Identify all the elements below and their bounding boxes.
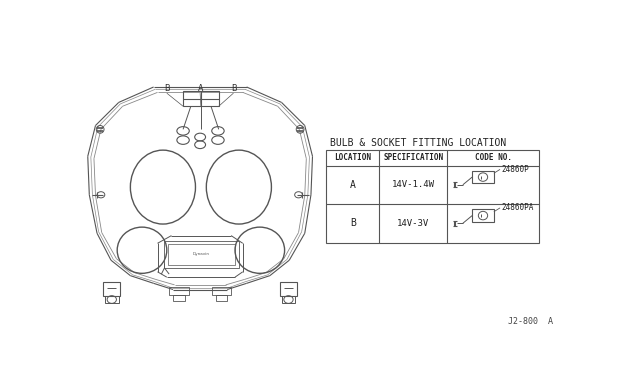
Bar xyxy=(212,287,231,295)
Text: A: A xyxy=(350,180,356,190)
Bar xyxy=(169,287,189,295)
Bar xyxy=(282,296,296,303)
Text: B: B xyxy=(231,84,236,93)
Bar xyxy=(472,209,494,222)
Bar xyxy=(173,295,184,301)
Bar xyxy=(472,171,494,183)
Text: 14V-3V: 14V-3V xyxy=(397,219,429,228)
Text: 14V-1.4W: 14V-1.4W xyxy=(392,180,435,189)
Bar xyxy=(103,282,120,296)
Text: A: A xyxy=(197,84,203,93)
Text: BULB & SOCKET FITTING LOCATION: BULB & SOCKET FITTING LOCATION xyxy=(330,138,506,148)
Text: B: B xyxy=(350,218,356,228)
Bar xyxy=(164,241,239,268)
Text: CODE NO.: CODE NO. xyxy=(475,153,511,162)
Text: J2-800  A: J2-800 A xyxy=(508,317,553,326)
Text: 24860P: 24860P xyxy=(502,165,529,174)
Bar xyxy=(183,91,219,106)
Bar xyxy=(326,150,539,243)
Text: 24860PA: 24860PA xyxy=(502,203,534,212)
Bar xyxy=(105,296,119,303)
Bar xyxy=(216,295,227,301)
Bar xyxy=(168,244,235,265)
Text: LOCATION: LOCATION xyxy=(334,153,371,162)
Text: SPECIFICATION: SPECIFICATION xyxy=(383,153,444,162)
Bar xyxy=(280,282,297,296)
Text: Dynavin: Dynavin xyxy=(193,252,209,256)
Text: B: B xyxy=(164,84,170,93)
